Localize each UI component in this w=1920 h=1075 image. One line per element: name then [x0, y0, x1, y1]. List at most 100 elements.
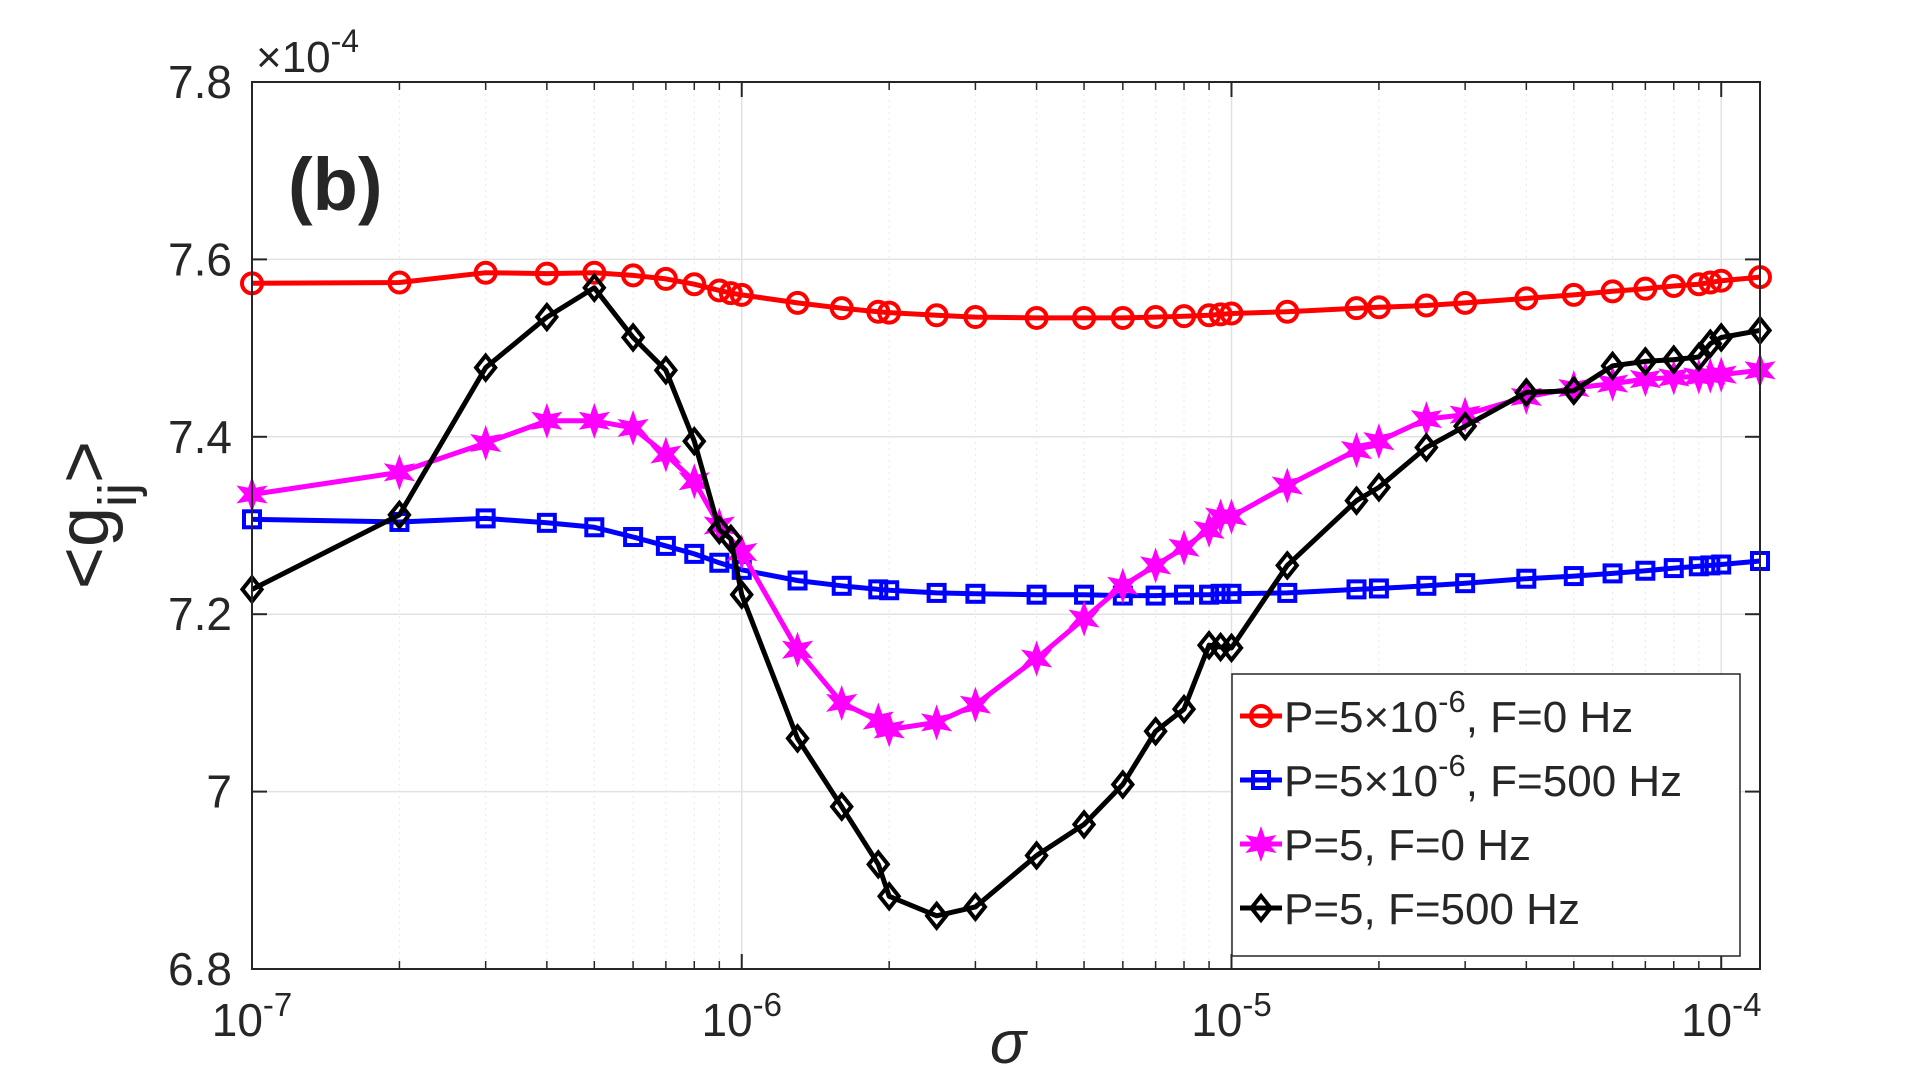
legend-box [1231, 673, 1741, 957]
data-point-circle [1709, 268, 1734, 293]
data-point-circle [621, 263, 646, 288]
legend-entry: P=5, F=500 Hz [1240, 885, 1580, 934]
y-tick-label: 7 [206, 766, 232, 818]
data-point-diamond [534, 301, 560, 333]
x-tick-exponent: -7 [263, 986, 292, 1023]
data-point-star [1215, 498, 1248, 535]
y-label-base: <g [44, 507, 124, 589]
data-point-diamond [1071, 809, 1097, 840]
data-point-circle [1698, 270, 1723, 295]
y-tick-label: 7.6 [168, 233, 232, 285]
data-point-star [531, 402, 563, 439]
x-tick-exponent: -4 [1732, 986, 1761, 1023]
data-point-circle [1366, 295, 1391, 320]
data-point-square [1199, 584, 1220, 605]
data-point-star [1705, 356, 1737, 393]
data-point-star [1363, 423, 1395, 460]
data-point-diamond [877, 881, 902, 912]
legend-label-exponent: -6 [1438, 684, 1466, 719]
legend-label-main: P=5×10 [1284, 757, 1438, 806]
x-tick-base: 10 [1191, 994, 1242, 1046]
y-exponent-label: ×10-4 [256, 23, 359, 82]
data-point-circle [1275, 299, 1300, 324]
data-point-diamond [1248, 892, 1274, 924]
data-point-diamond [729, 579, 754, 610]
data-point-square [868, 579, 889, 600]
y-axis-label-text: <gij> [44, 441, 148, 589]
x-tick-exponent: -6 [753, 986, 782, 1023]
legend-label: P=5×10-6, F=0 Hz [1284, 684, 1633, 742]
y-exponent-power: -4 [331, 23, 359, 59]
data-point-circle [1208, 302, 1233, 327]
data-point-circle [1110, 305, 1135, 330]
data-point-star [578, 402, 610, 439]
data-point-square [1346, 579, 1367, 600]
data-point-diamond [1024, 840, 1049, 871]
data-point-diamond [1366, 472, 1392, 503]
data-point-square [655, 535, 676, 556]
legend-label-suffix: , F=500 Hz [1466, 757, 1682, 806]
data-point-circle [1024, 305, 1049, 330]
legend-entry: P=5, F=0 Hz [1240, 821, 1531, 870]
data-point-circle [653, 266, 678, 291]
legend-label-main: P=5, F=0 Hz [1284, 821, 1531, 870]
axis-ticks: 10-7 10-6 10-5 10-46.877.27.47.67.8 [168, 56, 1761, 1046]
data-point-square [1516, 568, 1537, 589]
data-point-diamond [1600, 350, 1625, 382]
data-point-square [1711, 554, 1732, 575]
series-group [239, 272, 1773, 931]
data-point-square [787, 570, 808, 591]
x-tick-label: 10-5 [1191, 986, 1272, 1046]
data-point-diamond [1219, 632, 1244, 664]
data-point-diamond [1143, 716, 1168, 747]
data-point-square [475, 508, 496, 529]
data-point-circle [877, 300, 902, 325]
data-point-star [650, 436, 682, 473]
x-axis-label: σ [990, 1009, 1029, 1075]
data-point-square [623, 527, 644, 548]
data-point-diamond [1452, 410, 1478, 442]
data-point-diamond [1709, 322, 1734, 353]
x-tick-label: 10-4 [1681, 986, 1762, 1046]
data-point-circle [1661, 274, 1686, 299]
data-point-square [1563, 566, 1584, 587]
legend-label: P=5, F=500 Hz [1284, 885, 1580, 934]
data-point-square [1455, 573, 1476, 594]
data-point-circle [682, 272, 707, 297]
plot-frame [251, 81, 1761, 970]
data-point-square [1221, 583, 1242, 604]
data-point-circle [866, 299, 891, 324]
data-point-star [959, 686, 992, 723]
legend-label-exponent: -6 [1438, 748, 1466, 783]
legend-label: P=5×10-6, F=500 Hz [1284, 748, 1682, 806]
data-point-star [920, 704, 953, 741]
data-point-diamond [1514, 377, 1539, 408]
data-point-square [1026, 584, 1047, 605]
data-point-circle [1414, 293, 1439, 318]
data-point-square [926, 582, 947, 603]
data-point-diamond [866, 849, 891, 880]
data-point-diamond [1275, 550, 1300, 581]
data-point-square [965, 583, 986, 604]
data-point-diamond [1561, 375, 1586, 406]
data-point-star [1020, 640, 1053, 677]
data-point-diamond [387, 499, 412, 531]
x-tick-base: 10 [212, 994, 263, 1046]
y-tick-label: 7.2 [168, 588, 232, 640]
data-point-diamond [620, 322, 646, 353]
data-point-star [678, 463, 710, 500]
data-point-square [709, 552, 730, 573]
data-point-diamond [718, 523, 743, 555]
data-point-square [1277, 582, 1298, 603]
y-label-sub: ij [88, 483, 148, 507]
legend-label-main: P=5×10 [1284, 693, 1438, 742]
data-point-circle [1561, 282, 1586, 307]
data-point-diamond [1344, 485, 1369, 516]
data-point-circle [1072, 305, 1097, 330]
data-point-diamond [924, 900, 949, 931]
x-tick-label: 10-7 [212, 986, 293, 1046]
data-point-square [684, 543, 705, 564]
data-point-circle [729, 282, 754, 307]
data-point-square [1251, 770, 1271, 790]
data-point-star [726, 534, 758, 571]
